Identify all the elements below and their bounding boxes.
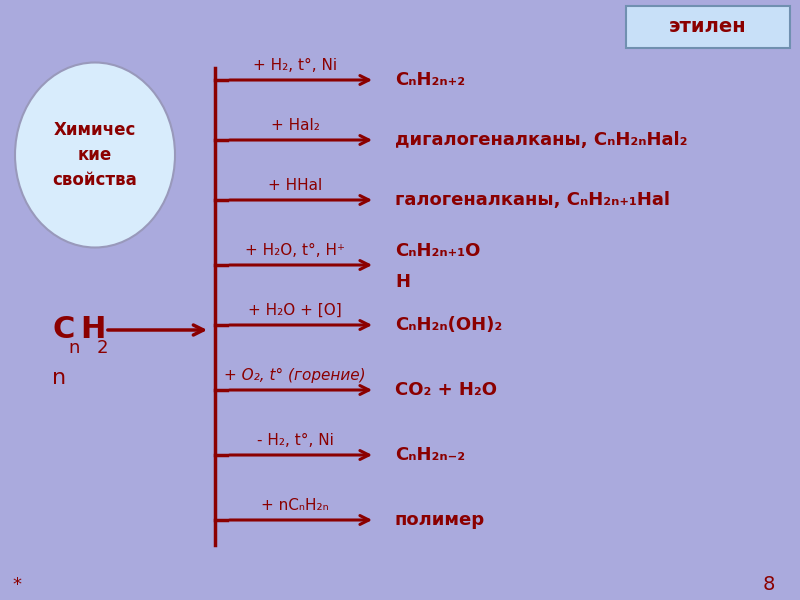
Text: полимер: полимер xyxy=(395,511,485,529)
Text: *: * xyxy=(12,576,21,594)
Text: CₙH₂ₙ₋₂: CₙH₂ₙ₋₂ xyxy=(395,446,465,464)
Text: + H₂O + [O]: + H₂O + [O] xyxy=(248,303,342,318)
Text: CₙH₂ₙ₊₂: CₙH₂ₙ₊₂ xyxy=(395,71,465,89)
Text: этилен: этилен xyxy=(669,17,747,37)
Text: + H₂O, t°, H⁺: + H₂O, t°, H⁺ xyxy=(245,243,345,258)
Text: H: H xyxy=(80,316,106,344)
Text: C: C xyxy=(52,316,74,344)
Text: + H₂, t°, Ni: + H₂, t°, Ni xyxy=(253,58,337,73)
Text: 2: 2 xyxy=(97,339,109,357)
Text: галогеналканы, CₙH₂ₙ₊₁Hal: галогеналканы, CₙH₂ₙ₊₁Hal xyxy=(395,191,670,209)
Text: - H₂, t°, Ni: - H₂, t°, Ni xyxy=(257,433,334,448)
Text: + O₂, t° (горение): + O₂, t° (горение) xyxy=(224,368,366,383)
Text: + HHal: + HHal xyxy=(268,178,322,193)
Text: + Hal₂: + Hal₂ xyxy=(270,118,319,133)
Text: CₙH₂ₙ(OH)₂: CₙH₂ₙ(OH)₂ xyxy=(395,316,502,334)
Text: CₙH₂ₙ₊₁O: CₙH₂ₙ₊₁O xyxy=(395,242,480,260)
Text: n: n xyxy=(52,368,66,388)
Text: H: H xyxy=(395,273,410,291)
Ellipse shape xyxy=(15,62,175,247)
Text: + nCₙH₂ₙ: + nCₙH₂ₙ xyxy=(261,498,329,513)
Text: 8: 8 xyxy=(762,575,775,595)
Text: Химичес
кие
свойства: Химичес кие свойства xyxy=(53,121,138,189)
Text: CO₂ + H₂O: CO₂ + H₂O xyxy=(395,381,497,399)
Text: n: n xyxy=(68,339,79,357)
Text: дигалогеналканы, CₙH₂ₙHal₂: дигалогеналканы, CₙH₂ₙHal₂ xyxy=(395,131,687,149)
FancyBboxPatch shape xyxy=(626,6,790,48)
